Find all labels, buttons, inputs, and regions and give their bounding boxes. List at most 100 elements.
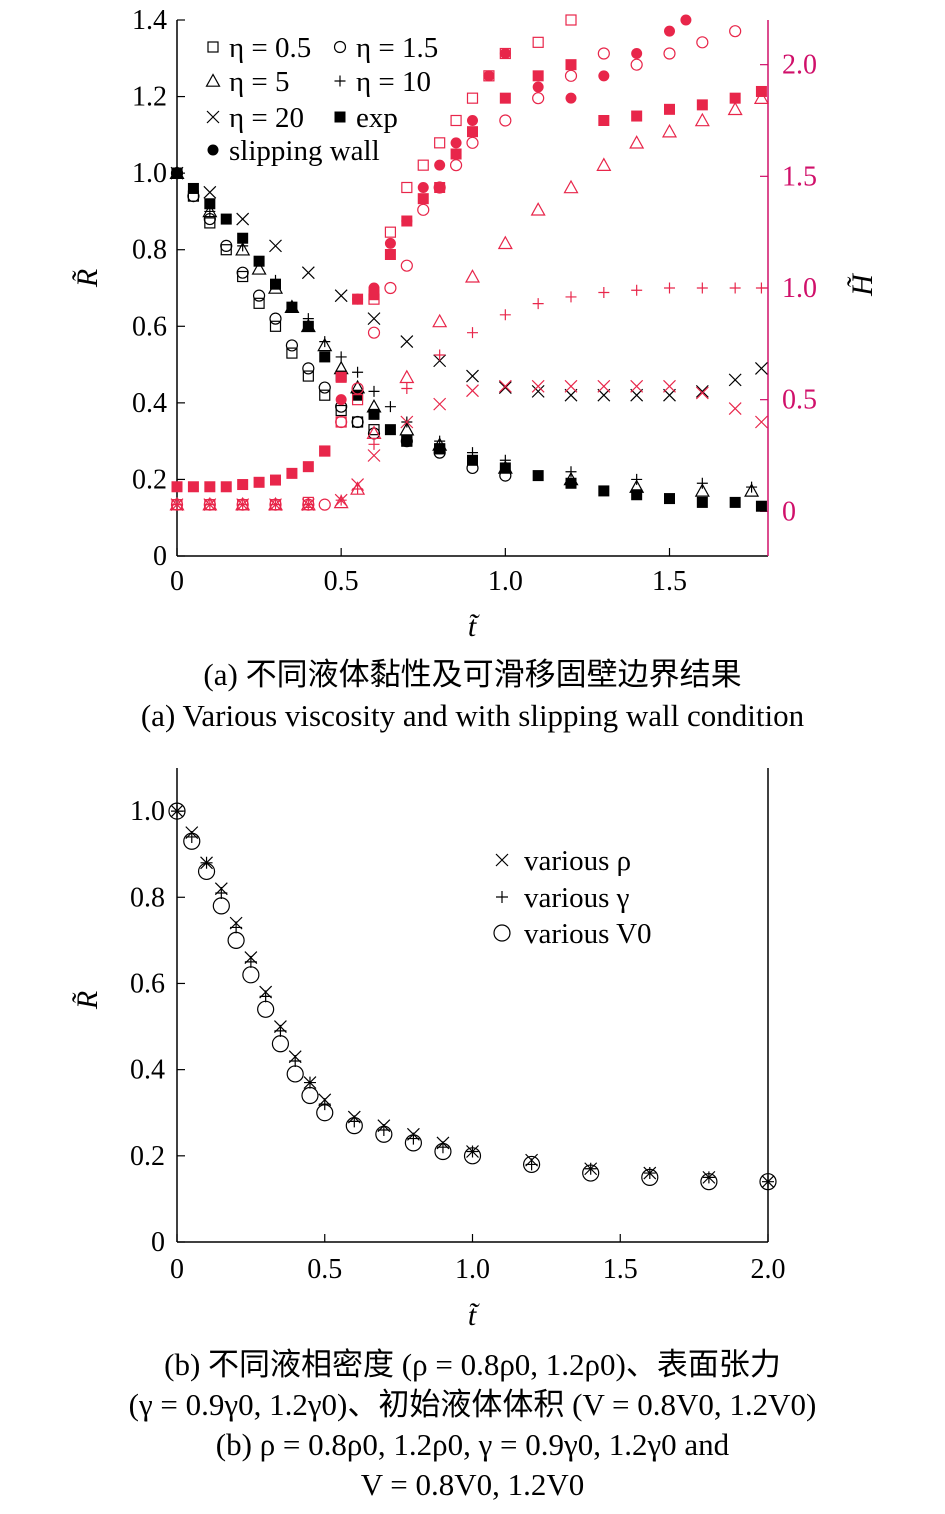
a-legend-marker [207,144,219,156]
a-R-point-plus [384,401,396,413]
a-H-point-filled-circle [417,182,429,193]
a-x-tick-label: 0.5 [324,566,359,597]
chart-a-legend: η = 0.5 η = 1.5 η = 5 η = 10 η = 20 expslippi… [205,32,438,167]
chart-b-caption-line-3: (b) ρ = 0.8ρ0, 1.2ρ0, γ = 0.9γ0, 1.2γ0 a… [215,1427,730,1462]
a-R-point-open-square [335,404,347,417]
chart-a-marks [169,14,769,512]
a-H-point-filled-circle [483,70,495,82]
b-point-plus [185,830,198,843]
a-H-point-open-circle [449,159,463,172]
b-point-open-circle [641,1168,659,1186]
b-point-open-circle [242,966,260,984]
a-H-point-plus [499,309,511,321]
b-point-open-circle [582,1164,600,1182]
a-R-point-open-square [220,244,232,256]
a-R-point-cross [433,354,447,368]
a-H-point-cross [170,498,184,512]
a-H-point-cross [351,478,365,491]
a-R-point-open-square [237,270,249,283]
a-H-point-cross [433,397,447,411]
b-point-cross [200,856,213,870]
a-H-point-cross [367,449,381,462]
b-point-plus [303,1076,316,1089]
a-R-point-open-triangle [251,261,267,275]
b-legend-label: various ρ [524,845,631,877]
b-point-open-circle [463,1147,482,1165]
b-point-plus [215,886,228,899]
b-point-plus [762,1175,774,1188]
a-H-point-filled-square [220,481,232,493]
a-H-point-open-circle [630,58,643,71]
a-R-point-cross [334,289,348,303]
a-R-point-cross [597,388,611,402]
b-legend-label: various V0 [524,918,652,950]
b-point-cross [318,1093,332,1107]
a-H-point-cross [531,379,545,393]
a-R-point-plus [368,385,380,397]
b-point-plus [274,1024,287,1037]
a-R-point-cross [728,373,742,387]
b-point-cross [761,1175,775,1189]
b-y-tick-label: 0.6 [130,968,165,999]
a-R-point-cross [269,239,282,253]
a-H-point-filled-circle [352,293,364,305]
b-point-open-circle [212,897,230,915]
a-H-point-open-triangle [530,202,546,216]
a-H-point-filled-circle [598,70,610,82]
a-H-point-filled-square [302,461,314,473]
a-H-point-open-circle [466,136,479,149]
b-point-cross [643,1166,657,1180]
a-legend-marker [205,73,221,87]
a-H-point-open-square [532,36,544,48]
b-point-cross [377,1119,391,1133]
a-R-point-cross [695,384,709,398]
a-H-point-plus [598,286,610,298]
a-H-point-open-square [466,92,479,104]
a-H-point-filled-square [467,126,478,138]
a-R-point-filled-square [664,493,675,505]
chart-a-ylabel-right: H̃ [846,272,879,297]
a-H-point-cross [301,498,315,512]
b-point-cross [702,1170,716,1184]
b-point-plus [200,856,213,869]
b-point-cross [214,882,228,896]
a-legend-label: η = 10 [356,66,431,98]
a-H-point-cross [597,379,611,393]
b-point-cross [288,1050,302,1064]
a-R-point-filled-square [696,496,708,508]
a-R-point-open-triangle [317,337,333,352]
a-yr-tick-label: 1.0 [782,273,817,304]
a-H-point-open-circle [400,259,413,272]
b-point-open-circle [700,1173,718,1191]
chart-a-ylabel-left: R̃ [71,269,104,288]
a-H-point-plus [467,327,478,339]
a-R-point-open-circle [318,381,331,394]
b-point-plus [259,990,272,1003]
b-point-cross [406,1127,420,1141]
a-R-point-open-square [302,370,314,382]
b-legend-marker [496,891,508,903]
b-point-cross [525,1153,539,1167]
a-H-point-filled-square [565,59,577,71]
a-H-point-cross [564,379,578,393]
a-H-point-cross [203,498,217,512]
a-yl-tick-label: 1.0 [132,158,167,189]
a-legend-marker [206,110,220,124]
a-x-tick-label: 0 [170,566,184,597]
b-point-cross [436,1136,450,1150]
a-H-point-filled-square [187,481,199,493]
a-R-point-filled-square [384,424,396,436]
a-H-point-cross [695,386,709,400]
a-H-point-filled-circle [434,159,446,171]
b-legend-label: various γ [524,882,630,914]
a-R-point-filled-square [220,213,232,225]
a-R-point-plus [335,351,347,363]
b-point-plus [318,1098,331,1111]
a-H-point-filled-square [384,249,396,260]
b-point-plus [407,1132,420,1145]
a-R-point-filled-square [253,255,265,267]
a-H-point-cross [498,379,512,393]
a-R-point-cross [630,388,644,402]
chart-b-caption-line-1: (b) 不同液相密度 (ρ = 0.8ρ0, 1.2ρ0)、表面张力 [164,1347,781,1382]
a-H-point-open-triangle [432,313,448,328]
